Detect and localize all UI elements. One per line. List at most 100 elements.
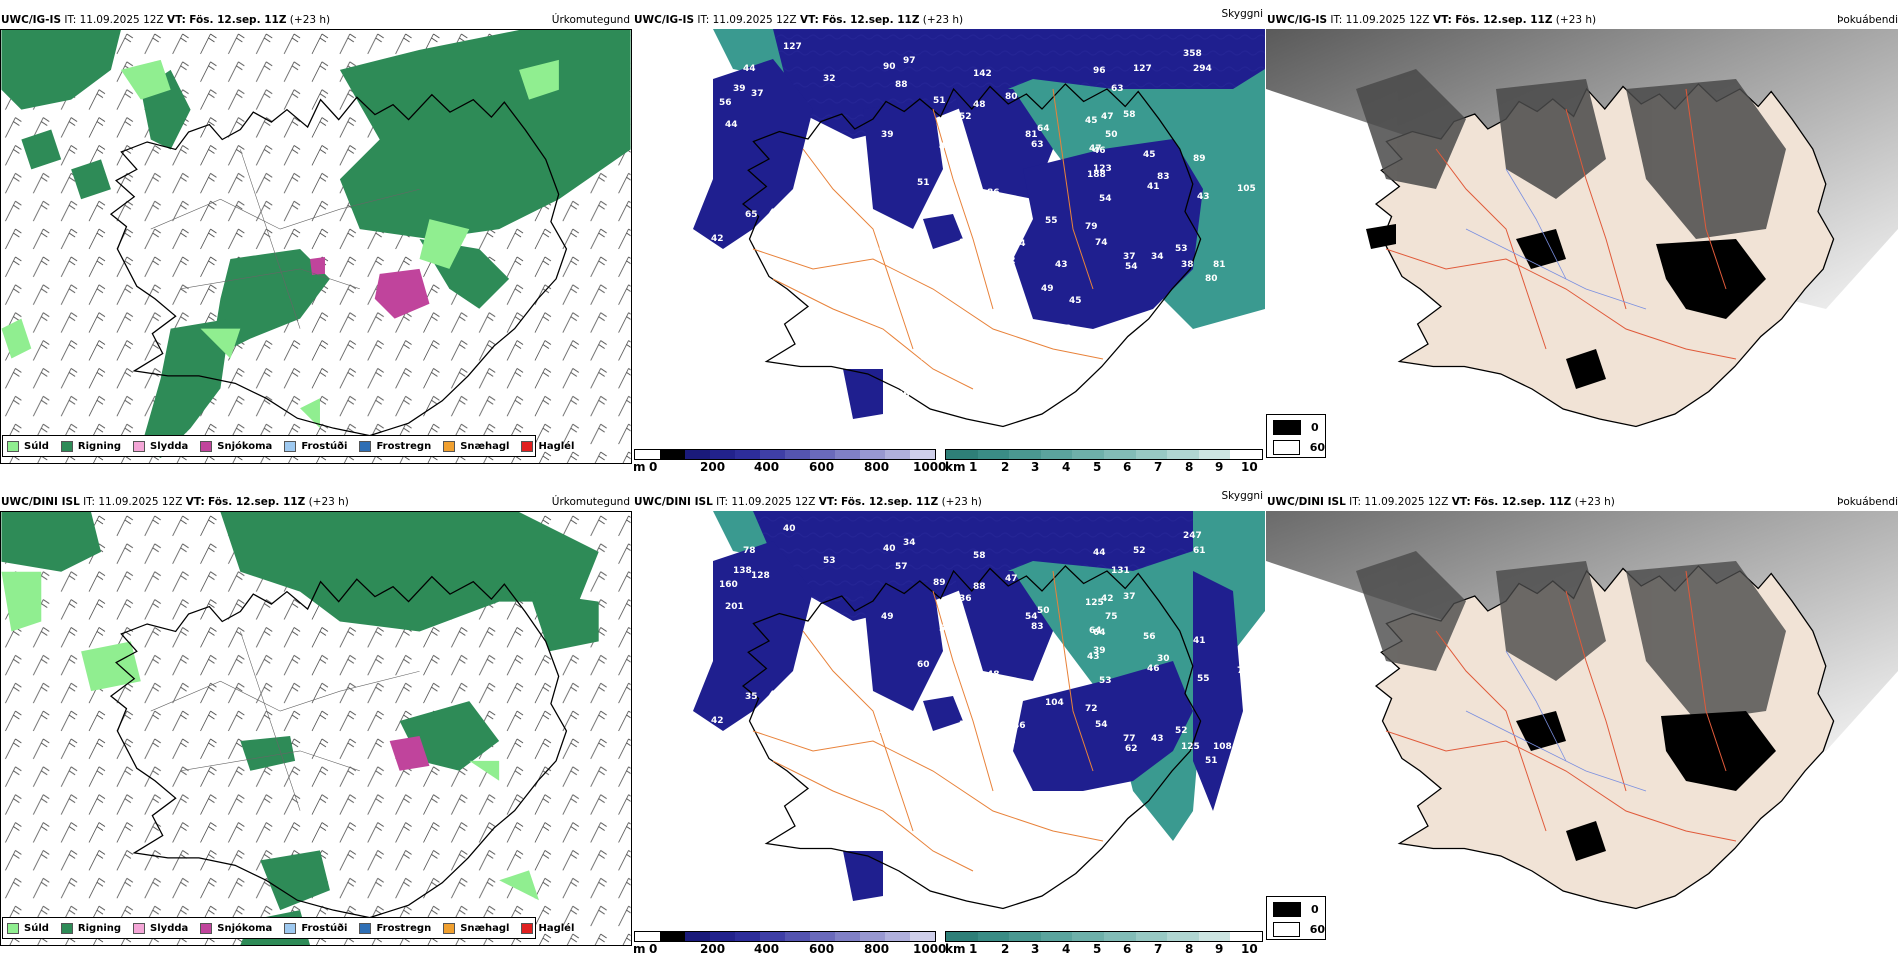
visibility-value: 105 xyxy=(1237,184,1256,194)
valid-time: Fös. 12.sep. 11Z xyxy=(189,14,287,26)
cloud-base-ticks: m 0 200 400 600 800 1000 xyxy=(633,460,947,474)
visibility-value: 51 xyxy=(933,96,946,106)
panel-header: UWC/IG-IS IT: 11.09.2025 12Z VT: Fös. 12… xyxy=(633,8,1265,28)
visibility-value: 131 xyxy=(1111,566,1130,576)
visibility-value: 65 xyxy=(745,210,758,220)
model-name: UWC/DINI ISL xyxy=(634,496,713,508)
visibility-value: 50 xyxy=(1037,606,1050,616)
visibility-value: 44 xyxy=(743,64,756,74)
visibility-value: 90 xyxy=(883,62,896,72)
visibility-value: 52 xyxy=(807,144,820,154)
visibility-value: 30 xyxy=(779,222,792,232)
visibility-value: 41 xyxy=(1147,182,1160,192)
it-label: IT: xyxy=(1330,14,1343,26)
visibility-value: 108 xyxy=(1213,742,1232,752)
visibility-value: 54 xyxy=(779,234,792,244)
visibility-value: 247 xyxy=(1183,531,1202,541)
visibility-value: 46 xyxy=(1093,146,1106,156)
panel-header: UWC/DINI ISL IT: 11.09.2025 12Z VT: Fös.… xyxy=(633,490,1265,510)
visibility-colorbar xyxy=(945,931,1263,942)
legend-item: Frostúði xyxy=(284,922,347,934)
panel-header: UWC/IG-IS IT: 11.09.2025 12Z VT: Fös. 12… xyxy=(1266,12,1900,28)
visibility-value: 36 xyxy=(897,390,910,400)
model-name: UWC/DINI ISL xyxy=(1267,496,1346,508)
valid-time: Fös. 12.sep. 11Z xyxy=(1474,496,1572,508)
visibility-value: 38 xyxy=(835,170,848,180)
visibility-labels: 127 44 39 37 56 44 32 90 97 88 142 51 48 80 96 127 358 29… xyxy=(711,42,1256,406)
visibility-value: 138 xyxy=(733,566,752,576)
precip-legend: Súld Rigning Slydda Snjókoma Frostúði Fr… xyxy=(2,435,574,457)
visibility-value: 75 xyxy=(1105,612,1118,622)
visibility-map[interactable]: 127 44 39 37 56 44 32 90 97 88 142 51 48 80 96 127 358 29… xyxy=(633,29,1265,444)
visibility-value: 28 xyxy=(941,396,954,406)
visibility-value: 40 xyxy=(783,524,796,534)
visibility-value: 43 xyxy=(1151,734,1164,744)
visibility-value: 81 xyxy=(1213,260,1226,270)
fog-legend: 0 60 xyxy=(1266,414,1326,458)
visibility-labels: 40 78 138 128 160 201 53 40 34 57 58 89 88 47 44 52 247 6… xyxy=(711,524,1250,766)
panel-visibility-igis: UWC/IG-IS IT: 11.09.2025 12Z VT: Fös. 12… xyxy=(633,8,1265,474)
visibility-value: 48 xyxy=(973,100,986,110)
visibility-value: 83 xyxy=(1157,172,1170,182)
fog-map[interactable] xyxy=(1266,511,1898,926)
visibility-value: 56 xyxy=(1143,632,1156,642)
visibility-value: 40 xyxy=(883,544,896,554)
visibility-value: 39 xyxy=(881,130,894,140)
fog-map[interactable] xyxy=(1266,29,1898,444)
visibility-value: 80 xyxy=(1205,274,1218,284)
visibility-map[interactable]: 40 78 138 128 160 201 53 40 34 57 58 89 88 47 44 52 247 6… xyxy=(633,511,1265,926)
it-label: IT: xyxy=(83,496,96,508)
visibility-value: 39 xyxy=(733,84,746,94)
visibility-value: 89 xyxy=(1193,154,1206,164)
vt-label: VT: xyxy=(799,14,819,26)
model-name: UWC/DINI ISL xyxy=(1,496,80,508)
visibility-value: 96 xyxy=(1093,66,1106,76)
visibility-value: 38 xyxy=(1181,260,1194,270)
legend-item: Frostúði xyxy=(284,440,347,452)
visibility-value: 73 xyxy=(1237,666,1250,676)
init-time: 11.09.2025 12Z xyxy=(712,14,797,26)
visibility-value: 36 xyxy=(793,216,806,226)
visibility-value: 51 xyxy=(807,626,820,636)
visibility-value: 43 xyxy=(1055,260,1068,270)
visibility-value: 64 xyxy=(1037,124,1050,134)
visibility-value: 52 xyxy=(1133,546,1146,556)
panel-title: Þokuábendi xyxy=(1837,14,1898,26)
visibility-value: 44 xyxy=(833,156,846,166)
visibility-value: 127 xyxy=(1133,64,1152,74)
visibility-value: 39 xyxy=(1093,646,1106,656)
visibility-value: 78 xyxy=(743,546,756,556)
visibility-value: 63 xyxy=(1111,84,1124,94)
visibility-value: 45 xyxy=(1069,296,1082,306)
legend-item: Frostregn xyxy=(359,440,431,452)
visibility-value: 40 xyxy=(939,142,952,152)
cloud-base-ticks: m 0 200 400 600 800 1000 xyxy=(633,942,947,956)
visibility-value: 48 xyxy=(987,670,1000,680)
legend-item: Rigning xyxy=(60,922,121,934)
precip-type-map[interactable] xyxy=(0,511,632,946)
visibility-value: 358 xyxy=(1183,49,1202,59)
visibility-value: 127 xyxy=(783,42,802,52)
visibility-value: 188 xyxy=(1087,170,1106,180)
visibility-value: 93 xyxy=(835,652,848,662)
visibility-value: 89 xyxy=(933,578,946,588)
visibility-value: 43 xyxy=(1087,652,1100,662)
visibility-value: 62 xyxy=(1125,744,1138,754)
init-time: 11.09.2025 12Z xyxy=(98,496,183,508)
visibility-value: 86 xyxy=(987,188,1000,198)
model-name: UWC/IG-IS xyxy=(634,14,695,26)
precip-type-map[interactable] xyxy=(0,29,632,464)
visibility-value: 80 xyxy=(989,196,1002,206)
visibility-value: 50 xyxy=(793,698,806,708)
valid-time: Fös. 12.sep. 11Z xyxy=(1455,14,1553,26)
visibility-value: 294 xyxy=(1193,64,1212,74)
vt-label: VT: xyxy=(166,14,186,26)
it-label: IT: xyxy=(697,14,710,26)
legend-item: Snæhagl xyxy=(443,922,509,934)
legend-item: Súld xyxy=(7,922,49,934)
init-time: 11.09.2025 12Z xyxy=(731,496,816,508)
visibility-value: 36 xyxy=(959,594,972,604)
visibility-value: 46 xyxy=(1147,664,1160,674)
visibility-value: 81 xyxy=(1025,130,1038,140)
visibility-value: 47 xyxy=(1089,144,1102,154)
